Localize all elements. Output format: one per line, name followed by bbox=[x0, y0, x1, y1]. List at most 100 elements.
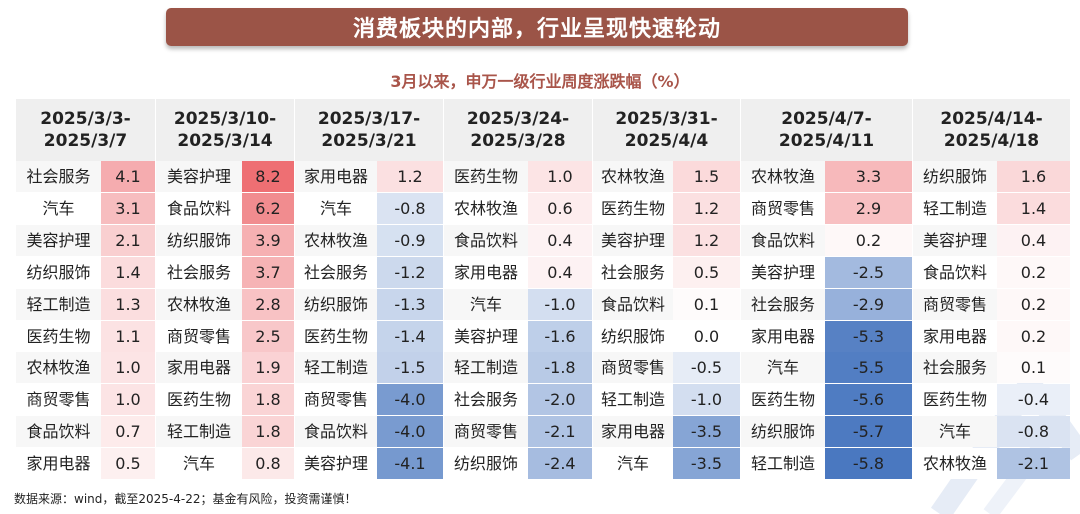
industry-name: 美容护理 bbox=[16, 224, 101, 256]
return-value-cell: -2.0 bbox=[528, 384, 592, 416]
return-value-cell: -4.0 bbox=[377, 384, 443, 416]
return-value-cell: -5.5 bbox=[825, 352, 912, 384]
week-column: 2025/3/24- 2025/3/28 医药生物 1.0 农林牧渔 0.6 食品饮料 0.4… bbox=[444, 99, 592, 480]
return-value-cell: 2.8 bbox=[242, 288, 294, 320]
week-header: 2025/3/10- 2025/3/14 bbox=[156, 99, 294, 161]
industry-name: 医药生物 bbox=[593, 192, 673, 224]
return-value-cell: 1.5 bbox=[673, 161, 740, 192]
industry-name: 家用电器 bbox=[741, 320, 825, 352]
return-value-cell: -1.6 bbox=[528, 320, 592, 352]
return-value-cell: 1.0 bbox=[101, 352, 155, 384]
return-value-cell: -1.3 bbox=[377, 288, 443, 320]
return-value-cell: 1.2 bbox=[673, 224, 740, 256]
industry-name: 商贸零售 bbox=[295, 384, 377, 416]
return-value-cell: 1.2 bbox=[673, 192, 740, 224]
return-value-cell: 2.5 bbox=[242, 320, 294, 352]
return-value-cell: -3.5 bbox=[673, 448, 740, 480]
week-period-line: 2025/3/28 bbox=[470, 131, 566, 151]
return-value-cell: -5.6 bbox=[825, 384, 912, 416]
return-value-cell: -1.5 bbox=[377, 352, 443, 384]
industry-name: 农林牧渔 bbox=[593, 161, 673, 192]
title-banner: 消费板块的内部，行业呈现快速轮动 bbox=[166, 8, 908, 46]
industry-name: 家用电器 bbox=[156, 352, 242, 384]
return-value-cell: -2.1 bbox=[997, 448, 1070, 480]
return-value-cell: 0.2 bbox=[997, 256, 1070, 288]
industry-name: 美容护理 bbox=[444, 320, 528, 352]
industry-name: 家用电器 bbox=[295, 161, 377, 192]
industry-name: 汽车 bbox=[444, 288, 528, 320]
week-column: 2025/3/31- 2025/4/4 农林牧渔 1.5 医药生物 1.2 美容护理 1.2 社… bbox=[593, 99, 740, 480]
industry-name: 家用电器 bbox=[593, 416, 673, 448]
return-value-cell: -5.8 bbox=[825, 448, 912, 480]
week-period-line: 2025/3/21 bbox=[321, 131, 417, 151]
return-value-cell: -2.4 bbox=[528, 448, 592, 480]
week-period-line: 2025/4/18 bbox=[943, 131, 1040, 151]
industry-name: 商贸零售 bbox=[156, 320, 242, 352]
return-value-cell: 3.7 bbox=[242, 256, 294, 288]
industry-name: 商贸零售 bbox=[16, 384, 101, 416]
industry-name: 农林牧渔 bbox=[156, 288, 242, 320]
week-header: 2025/3/31- 2025/4/4 bbox=[593, 99, 740, 161]
industry-name: 社会服务 bbox=[741, 288, 825, 320]
return-value-cell: 0.6 bbox=[528, 192, 592, 224]
return-value-cell: -2.5 bbox=[825, 256, 912, 288]
return-value-cell: -5.7 bbox=[825, 416, 912, 448]
return-value-cell: -0.8 bbox=[997, 416, 1070, 448]
return-value-cell: 2.9 bbox=[825, 192, 912, 224]
return-value-cell: 0.2 bbox=[825, 224, 912, 256]
industry-name: 家用电器 bbox=[913, 320, 997, 352]
industry-name: 汽车 bbox=[16, 192, 101, 224]
industry-name: 美容护理 bbox=[913, 224, 997, 256]
return-value-cell: 8.2 bbox=[242, 161, 294, 192]
week-period-line: 2025/3/7 bbox=[43, 131, 128, 151]
industry-name: 纺织服饰 bbox=[444, 448, 528, 480]
industry-name: 轻工制造 bbox=[156, 416, 242, 448]
industry-name: 社会服务 bbox=[444, 384, 528, 416]
industry-name: 轻工制造 bbox=[741, 448, 825, 480]
return-value-cell: -5.3 bbox=[825, 320, 912, 352]
industry-name: 美容护理 bbox=[741, 256, 825, 288]
chart-subtitle: 3月以来，申万一级行业周度涨跌幅（%） bbox=[390, 72, 690, 91]
industry-name: 汽车 bbox=[156, 448, 242, 480]
industry-name: 食品饮料 bbox=[16, 416, 101, 448]
week-period-line: 2025/3/14 bbox=[177, 131, 273, 151]
return-value-cell: 0.7 bbox=[101, 416, 155, 448]
week-period-line: 2025/4/7- bbox=[781, 109, 872, 129]
industry-name: 社会服务 bbox=[156, 256, 242, 288]
industry-name: 食品饮料 bbox=[444, 224, 528, 256]
return-value-cell: 1.4 bbox=[101, 256, 155, 288]
week-header: 2025/3/3- 2025/3/7 bbox=[16, 99, 155, 161]
return-value-cell: -0.5 bbox=[673, 352, 740, 384]
source-note: 数据来源：wind，截至2025-4-22；基金有风险，投资需谨慎！ bbox=[14, 492, 357, 506]
week-period-line: 2025/3/3- bbox=[40, 109, 131, 129]
industry-name: 农林牧渔 bbox=[295, 224, 377, 256]
industry-name: 医药生物 bbox=[16, 320, 101, 352]
industry-name: 食品饮料 bbox=[156, 192, 242, 224]
return-value-cell: 0.1 bbox=[997, 352, 1070, 384]
week-header: 2025/4/14- 2025/4/18 bbox=[913, 99, 1070, 161]
return-value-cell: 0.4 bbox=[528, 256, 592, 288]
week-column: 2025/3/3- 2025/3/7 社会服务 4.1 汽车 3.1 美容护理 2.1 纺织服饰… bbox=[16, 99, 155, 480]
return-value-cell: 3.3 bbox=[825, 161, 912, 192]
return-value-cell: 0.4 bbox=[528, 224, 592, 256]
industry-name: 商贸零售 bbox=[741, 192, 825, 224]
industry-name: 轻工制造 bbox=[913, 192, 997, 224]
week-period-line: 2025/3/31- bbox=[615, 109, 718, 129]
return-value-cell: 1.6 bbox=[997, 161, 1070, 192]
return-value-cell: 1.9 bbox=[242, 352, 294, 384]
industry-name: 农林牧渔 bbox=[444, 192, 528, 224]
return-value-cell: 2.1 bbox=[101, 224, 155, 256]
industry-name: 纺织服饰 bbox=[913, 161, 997, 192]
week-header: 2025/3/17- 2025/3/21 bbox=[295, 99, 443, 161]
return-value-cell: -0.4 bbox=[997, 384, 1070, 416]
return-value-cell: 1.8 bbox=[242, 416, 294, 448]
week-header: 2025/3/24- 2025/3/28 bbox=[444, 99, 592, 161]
return-value-cell: -1.2 bbox=[377, 256, 443, 288]
industry-name: 食品饮料 bbox=[741, 224, 825, 256]
week-column: 2025/3/17- 2025/3/21 家用电器 1.2 汽车 -0.8 农林牧渔 -0.9… bbox=[295, 99, 443, 480]
return-value-cell: 4.1 bbox=[101, 161, 155, 192]
industry-name: 医药生物 bbox=[295, 320, 377, 352]
return-value-cell: 1.1 bbox=[101, 320, 155, 352]
industry-name: 社会服务 bbox=[295, 256, 377, 288]
industry-name: 纺织服饰 bbox=[156, 224, 242, 256]
